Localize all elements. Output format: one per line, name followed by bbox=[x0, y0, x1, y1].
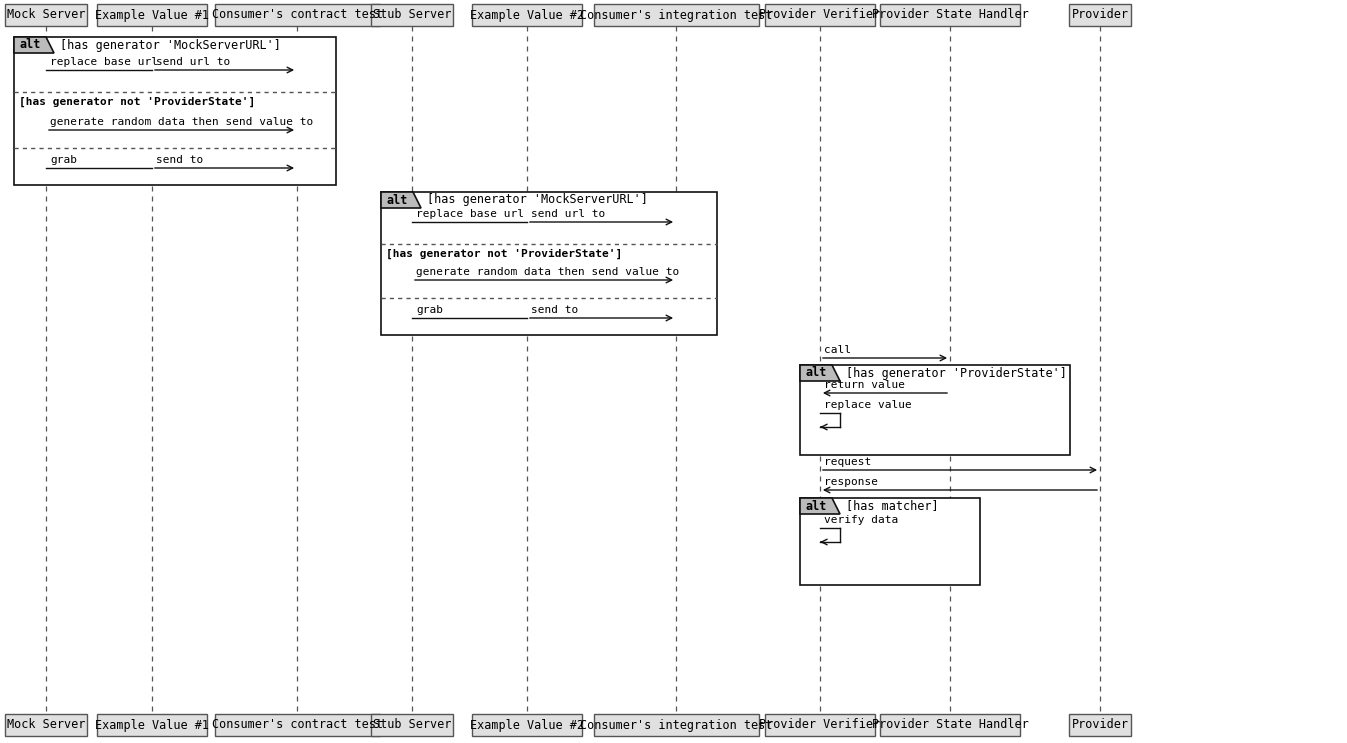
Bar bbox=[800, 365, 1070, 455]
Polygon shape bbox=[800, 365, 841, 381]
Text: verify data: verify data bbox=[824, 515, 898, 525]
Text: Consumer's contract test: Consumer's contract test bbox=[211, 718, 383, 732]
Text: Stub Server: Stub Server bbox=[373, 8, 451, 22]
Text: replace base url: replace base url bbox=[416, 209, 524, 219]
Bar bbox=[880, 4, 1020, 26]
Text: generate random data then send value to: generate random data then send value to bbox=[416, 267, 679, 277]
Bar bbox=[800, 498, 981, 585]
Text: send to: send to bbox=[531, 305, 578, 315]
Bar bbox=[765, 4, 876, 26]
Text: [has generator 'MockServerURL']: [has generator 'MockServerURL'] bbox=[427, 193, 648, 207]
Bar bbox=[1070, 714, 1131, 736]
Text: [has generator 'MockServerURL']: [has generator 'MockServerURL'] bbox=[61, 39, 282, 51]
Bar bbox=[370, 4, 453, 26]
Bar bbox=[5, 714, 88, 736]
Text: replace base url: replace base url bbox=[50, 57, 158, 67]
Text: Consumer's integration test: Consumer's integration test bbox=[579, 718, 772, 732]
Text: Example Value #2: Example Value #2 bbox=[470, 8, 585, 22]
Text: [has generator 'ProviderState']: [has generator 'ProviderState'] bbox=[846, 366, 1067, 380]
Bar bbox=[765, 714, 876, 736]
Text: alt: alt bbox=[806, 499, 827, 513]
Text: grab: grab bbox=[416, 305, 443, 315]
Text: [has matcher]: [has matcher] bbox=[846, 499, 939, 513]
Text: replace value: replace value bbox=[824, 400, 912, 410]
Text: send to: send to bbox=[156, 155, 203, 165]
Bar bbox=[97, 4, 207, 26]
Text: Provider Verifier: Provider Verifier bbox=[760, 8, 881, 22]
Text: response: response bbox=[824, 477, 878, 487]
Text: grab: grab bbox=[50, 155, 77, 165]
Text: call: call bbox=[824, 345, 851, 355]
Text: Example Value #1: Example Value #1 bbox=[96, 718, 209, 732]
Bar bbox=[471, 714, 582, 736]
Bar bbox=[594, 4, 758, 26]
Text: send url to: send url to bbox=[531, 209, 605, 219]
Text: Consumer's integration test: Consumer's integration test bbox=[579, 8, 772, 22]
Text: Provider State Handler: Provider State Handler bbox=[872, 8, 1028, 22]
Text: Provider Verifier: Provider Verifier bbox=[760, 718, 881, 732]
Text: send url to: send url to bbox=[156, 57, 230, 67]
Polygon shape bbox=[800, 498, 841, 514]
Bar bbox=[594, 714, 758, 736]
Text: alt: alt bbox=[19, 39, 40, 51]
Text: alt: alt bbox=[806, 366, 827, 380]
Text: Consumer's contract test: Consumer's contract test bbox=[211, 8, 383, 22]
Text: Provider: Provider bbox=[1071, 718, 1129, 732]
Text: [has generator not 'ProviderState']: [has generator not 'ProviderState'] bbox=[387, 249, 622, 259]
Bar bbox=[471, 4, 582, 26]
Text: Provider State Handler: Provider State Handler bbox=[872, 718, 1028, 732]
Polygon shape bbox=[381, 192, 422, 208]
Text: Provider: Provider bbox=[1071, 8, 1129, 22]
Bar bbox=[214, 4, 380, 26]
Bar bbox=[97, 714, 207, 736]
Text: generate random data then send value to: generate random data then send value to bbox=[50, 117, 314, 127]
Text: Example Value #2: Example Value #2 bbox=[470, 718, 585, 732]
Polygon shape bbox=[13, 37, 54, 53]
Text: request: request bbox=[824, 457, 872, 467]
Bar bbox=[370, 714, 453, 736]
Bar bbox=[214, 714, 380, 736]
Bar bbox=[381, 192, 717, 335]
Bar bbox=[13, 37, 335, 185]
Text: Mock Server: Mock Server bbox=[7, 718, 85, 732]
Text: return value: return value bbox=[824, 380, 905, 390]
Bar bbox=[5, 4, 88, 26]
Text: Stub Server: Stub Server bbox=[373, 718, 451, 732]
Text: alt: alt bbox=[387, 193, 408, 207]
Text: [has generator not 'ProviderState']: [has generator not 'ProviderState'] bbox=[19, 97, 255, 107]
Bar bbox=[880, 714, 1020, 736]
Text: Mock Server: Mock Server bbox=[7, 8, 85, 22]
Bar bbox=[1070, 4, 1131, 26]
Text: Example Value #1: Example Value #1 bbox=[96, 8, 209, 22]
